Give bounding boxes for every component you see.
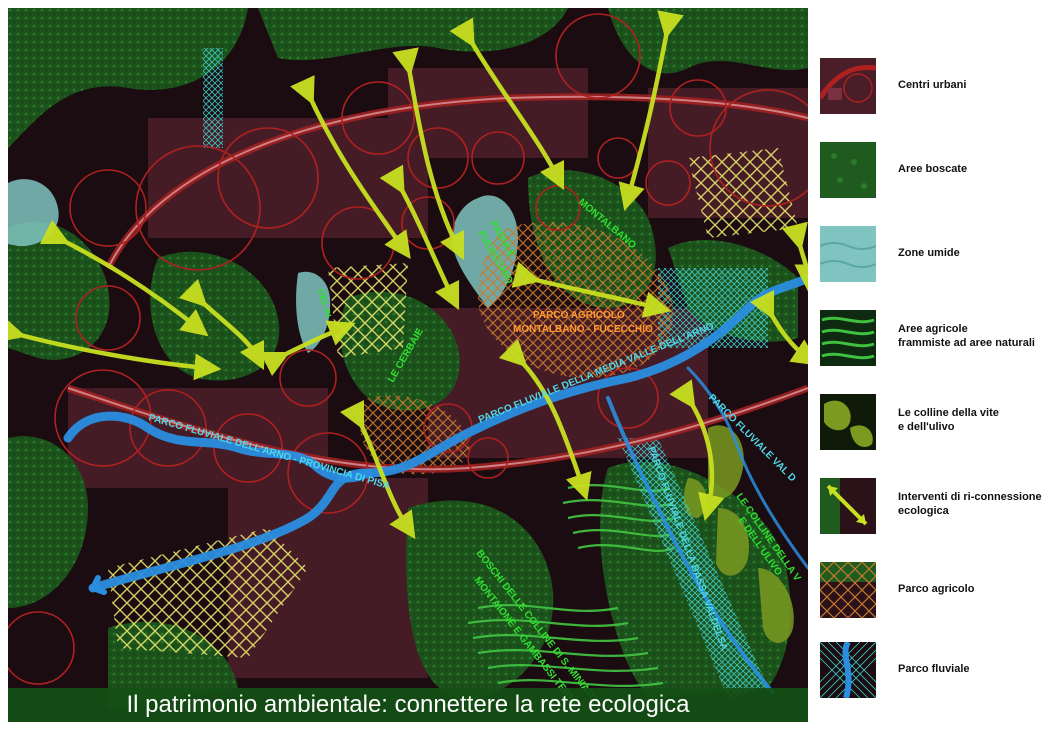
river-park-swatch-icon <box>820 642 876 698</box>
ecological-network-map: MONTALBANO PADULE FUCECCHIO PARCO AGRICO… <box>8 8 808 722</box>
legend-item-centri-urbani: Centri urbani <box>820 58 1054 118</box>
legend-label: Aree agricole frammiste ad aree naturali <box>898 322 1054 350</box>
legend-label-line: e dell'ulivo <box>898 421 955 433</box>
legend-item-parco-fluviale: Parco fluviale <box>820 642 1054 702</box>
legend-item-colline: Le colline della vite e dell'ulivo <box>820 394 1054 454</box>
map-svg: MONTALBANO PADULE FUCECCHIO PARCO AGRICO… <box>8 8 808 722</box>
legend-label: Aree boscate <box>898 163 968 175</box>
agri-mixed-areas <box>467 484 674 687</box>
legend-item-aree-boscate: Aree boscate <box>820 142 1054 202</box>
legend-label-line: frammiste ad aree naturali <box>898 337 1035 349</box>
legend-label: Zone umide <box>898 247 960 259</box>
legend-label: Parco agricolo <box>898 583 975 595</box>
arrow-icon <box>8 10 808 540</box>
reconnection-swatch-icon <box>820 478 876 534</box>
legend-label-line: Aree agricole <box>898 323 968 335</box>
agri-mixed-swatch-icon <box>820 310 876 366</box>
legend-label: Le colline della vite e dell'ulivo <box>898 406 1054 434</box>
legend-label: Parco fluviale <box>898 663 970 675</box>
hills-swatch-icon <box>820 394 876 450</box>
urban-swatch-icon <box>820 58 876 114</box>
agri-park-swatch-icon <box>820 562 876 618</box>
legend-item-interventi: Interventi di ri-connessione ecologica <box>820 478 1054 538</box>
legend-item-parco-agricolo: Parco agricolo <box>820 562 1054 622</box>
caption-bar: Il patrimonio ambientale: connettere la … <box>8 688 808 722</box>
forest-swatch-icon <box>820 142 876 198</box>
legend-label: Interventi di ri-connessione ecologica <box>898 490 1054 518</box>
legend-label-line: Le colline della vite <box>898 407 999 419</box>
label-parco-agricolo-1: PARCO AGRICOLO <box>533 310 625 321</box>
label-parco-agricolo-2: MONTALBANO - FUCECCHIO <box>513 324 653 335</box>
map-caption: Il patrimonio ambientale: connettere la … <box>126 691 690 718</box>
rivers <box>63 273 808 695</box>
legend-label-line: ecologica <box>898 505 949 517</box>
legend-item-zone-umide: Zone umide <box>820 226 1054 286</box>
legend-label-line: Interventi di ri-connessione <box>898 491 1042 503</box>
wetland-swatch-icon <box>820 226 876 282</box>
legend-label: Centri urbani <box>898 79 967 91</box>
legend-item-aree-agricole: Aree agricole frammiste ad aree naturali <box>820 310 1054 370</box>
